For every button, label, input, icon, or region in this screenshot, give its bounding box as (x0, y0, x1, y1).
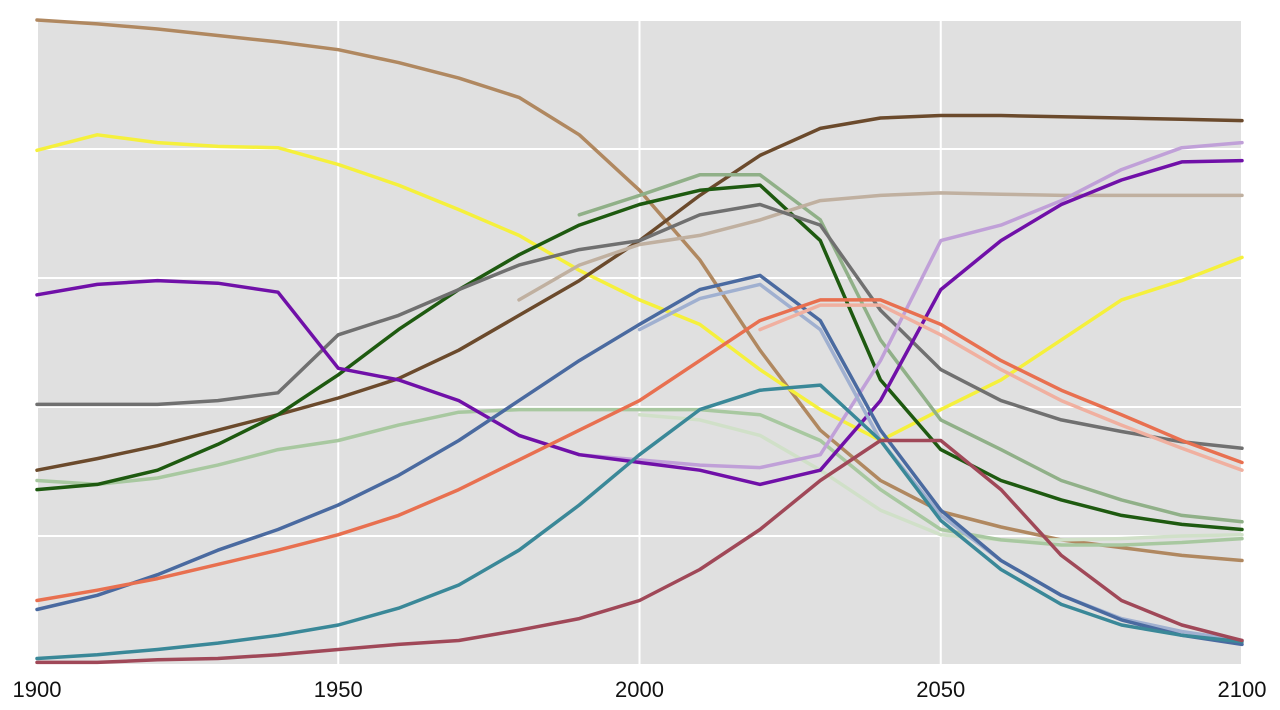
x-tick-label: 2050 (916, 677, 965, 702)
x-tick-label: 1900 (13, 677, 62, 702)
series-line (35, 438, 1244, 665)
series-line (35, 202, 1244, 451)
series-line (35, 183, 1244, 532)
series-line (577, 140, 1244, 470)
series-line (35, 383, 1244, 661)
x-tick-label: 2000 (615, 677, 664, 702)
series-line (35, 298, 1244, 603)
series-line (35, 407, 1244, 547)
series-line (35, 158, 1244, 487)
series-line (637, 282, 1244, 643)
series-line (637, 412, 1244, 542)
x-tick-label: 1950 (314, 677, 363, 702)
series-line (35, 273, 1244, 647)
series-line (35, 133, 1244, 443)
series-line (517, 191, 1244, 302)
series-line (758, 303, 1244, 472)
x-tick-label: 2100 (1218, 677, 1267, 702)
series-line (577, 173, 1244, 524)
